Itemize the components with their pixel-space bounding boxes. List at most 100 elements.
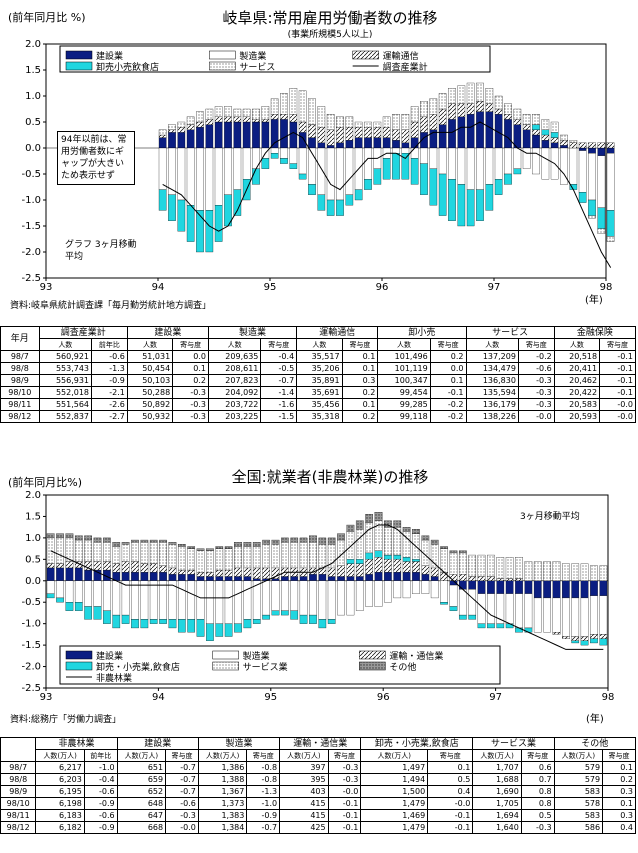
bar-建設業 (384, 572, 392, 581)
bar-建設業 (317, 142, 326, 149)
bar-建設業 (541, 140, 550, 149)
bar-運輸・通信業 (103, 561, 111, 571)
table-subheader: 寄与度 (246, 749, 281, 762)
bar-その他 (337, 533, 345, 541)
table-cell: -2.7 (91, 410, 128, 423)
bar-サービス (485, 88, 494, 104)
table-cell: -0.3 (327, 773, 362, 786)
table-cell: -0.0 (599, 398, 636, 411)
bar-建設業 (458, 580, 467, 590)
table-subheader: 寄与度 (520, 749, 555, 762)
legend-label: 運輸・通信業 (389, 650, 443, 662)
bar-その他 (252, 542, 261, 547)
bar-その他 (365, 514, 373, 524)
bar-その他 (65, 533, 74, 539)
bar-その他 (402, 527, 411, 532)
table-cell: 0.1 (427, 761, 474, 774)
bar-製造業 (392, 147, 400, 154)
table-cell: 203,225 (207, 410, 262, 423)
bar-サービス業 (159, 542, 167, 566)
table-cell: 425 (279, 821, 329, 834)
bar-運輸通信 (522, 124, 531, 130)
table-cell: -0.1 (327, 821, 362, 834)
bar-製造業 (438, 147, 447, 175)
bar-運輸通信 (214, 116, 223, 123)
table-cell: -0.7 (260, 374, 298, 387)
table-cell: 137,209 (465, 350, 519, 363)
bar-建設業 (205, 124, 214, 149)
table-group-header: 製造業 (207, 326, 298, 339)
table-cell: 1,383 (197, 809, 248, 822)
bar-卸売・小売業,飲食店 (458, 614, 467, 620)
table-cell: 0.2 (341, 386, 379, 399)
bar-製造業 (410, 147, 419, 159)
bar-建設業 (140, 572, 149, 581)
chart2-svg: 2.0 1.5 1.0 0.5 0.0 -0.5 -1.0 -1.5 -2.0 -2.593 94 9… (21, 490, 614, 703)
bar-その他 (384, 520, 392, 528)
bar-サービス (354, 121, 363, 128)
chart1-xlabel: (年) (585, 295, 603, 306)
bar-製造業 (121, 580, 130, 616)
x-tick-label: 98 (600, 282, 613, 293)
bar-建設業 (410, 137, 419, 149)
bar-製造業 (215, 580, 224, 624)
table-cell: -0.7 (165, 761, 199, 774)
bar-運輸・通信業 (599, 634, 608, 639)
row-label: 98/12 (0, 410, 40, 423)
bar-卸売小売飲食店 (336, 199, 344, 216)
bar-卸売小売飲食店 (261, 158, 270, 169)
bar-製造業 (569, 147, 578, 185)
bar-サービス業 (177, 546, 186, 571)
table-cell: -0.3 (327, 761, 362, 774)
table-cell: -0.1 (427, 809, 474, 822)
bar-建設業 (588, 147, 596, 154)
bar-運輸・通信業 (571, 636, 580, 641)
table-subheader: 人数 (38, 338, 93, 351)
legend-label: 卸売・小売業,飲食店 (96, 661, 180, 673)
table-cell: 1,479 (360, 797, 429, 810)
bar-卸売・小売業,飲食店 (224, 623, 233, 637)
table-cell: -0.4 (260, 350, 298, 363)
table-cell: 50,288 (126, 386, 174, 399)
bar-建設業 (186, 129, 195, 149)
bar-建設業 (374, 572, 383, 581)
bar-製造業 (421, 580, 430, 594)
bar-製造業 (187, 580, 196, 620)
bar-建設業 (550, 142, 559, 149)
table-cell: 1,705 (472, 797, 522, 810)
table-cell: -0.4 (83, 773, 118, 786)
table-cell: 135,594 (465, 386, 519, 399)
bar-建設業 (281, 576, 289, 581)
legend-swatch (359, 650, 386, 660)
bar-建設業 (543, 580, 551, 599)
bar-運輸・通信業 (346, 563, 355, 577)
bar-運輸通信 (541, 134, 550, 141)
bar-サービス業 (84, 539, 92, 562)
table-cell: 552,837 (38, 410, 93, 423)
bar-サービス (560, 134, 568, 141)
bar-卸売小売飲食店 (504, 173, 512, 185)
table-cell: 651 (116, 761, 167, 774)
bar-サービス (298, 90, 307, 123)
bar-建設業 (168, 574, 177, 581)
y-tick-label: 1.5 (25, 511, 41, 522)
bar-建設業 (65, 567, 74, 581)
bar-サービス (382, 116, 391, 128)
bar-製造業 (262, 580, 270, 616)
bar-建設業 (346, 576, 355, 581)
table-cell: 0.6 (520, 761, 555, 774)
bar-その他 (121, 542, 130, 545)
bar-製造業 (289, 147, 298, 164)
table-cell: 0.2 (172, 374, 209, 387)
table-cell: -0.7 (165, 785, 199, 798)
row-label: 98/10 (0, 386, 40, 399)
legend-label: サービス業 (243, 661, 288, 673)
bar-建設業 (326, 145, 335, 149)
bar-卸売・小売業,飲食店 (318, 619, 327, 629)
bar-製造業 (552, 597, 561, 633)
table-cell: 35,691 (296, 386, 343, 399)
table-cell: 138,226 (465, 410, 519, 423)
bar-製造業 (458, 589, 467, 616)
bar-サービス (522, 114, 531, 125)
table-cell: 99,118 (377, 410, 431, 423)
